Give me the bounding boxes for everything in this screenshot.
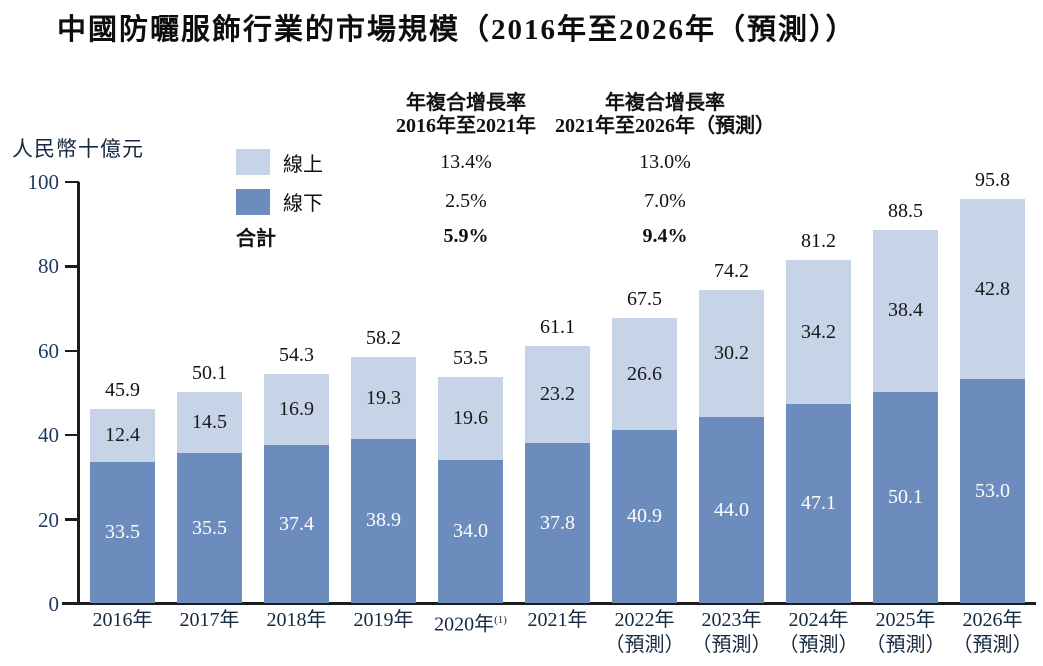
page-title: 中國防曬服飾行業的市場規模（2016年至2026年（預測））: [57, 14, 857, 46]
online-segment: 42.8: [960, 198, 1025, 380]
offline-segment: 37.4: [264, 445, 329, 603]
y-axis-unit-label: 人民幣十億元: [12, 137, 144, 161]
plot-area: 0 20 40 60 80 100 12.4 33.5 45.9 2016年 14.5 35.5 50.…: [28, 169, 1036, 656]
y-axis-tick-label: 40: [38, 423, 59, 448]
bar-2016年: 12.4 33.5: [90, 409, 155, 603]
x-axis-label: 2025年 （預測）: [865, 609, 946, 656]
y-axis-tick-label: 60: [38, 338, 59, 363]
offline-segment: 40.9: [612, 430, 677, 603]
online-segment: 19.3: [351, 357, 416, 439]
x-axis-label: 2016年: [92, 609, 153, 631]
bar-2025年: 38.4 50.1: [873, 229, 938, 603]
online-swatch-icon: [236, 149, 270, 175]
total-label: 88.5: [888, 199, 923, 222]
bar-2017年: 14.5 35.5: [177, 392, 242, 603]
online-segment: 19.6: [438, 376, 503, 460]
cagr-offline-2016-2021: 2.5%: [445, 190, 487, 212]
cagr-col2-header-line1: 年複合增長率: [605, 92, 725, 114]
total-label: 45.9: [105, 379, 140, 402]
legend-label-online: 線上: [283, 153, 323, 176]
cagr-total-2016-2021: 5.9%: [443, 225, 489, 247]
legend-item-offline: 線下: [236, 187, 390, 216]
x-axis-label: 2019年: [353, 609, 414, 631]
total-label: 81.2: [801, 229, 836, 252]
bar-2021年: 23.2 37.8: [525, 345, 590, 603]
online-segment: 12.4: [90, 409, 155, 462]
legend-item-online: 線上: [236, 148, 390, 177]
cagr-col1-header-line2: 2016年至2021年: [396, 115, 536, 137]
offline-segment: 35.5: [177, 453, 242, 603]
x-axis-line: [62, 602, 1036, 605]
offline-segment: 53.0: [960, 379, 1025, 603]
bar-2019年: 19.3 38.9: [351, 357, 416, 603]
footnote-marker: (1): [494, 614, 507, 626]
legend-label-total: 合計: [236, 228, 276, 250]
offline-swatch-icon: [236, 188, 270, 215]
y-axis-tick-label: 20: [38, 507, 59, 532]
offline-segment: 38.9: [351, 438, 416, 603]
y-axis-tick: [65, 433, 79, 437]
bar-2026年: 42.8 53.0: [960, 198, 1025, 603]
online-segment: 26.6: [612, 318, 677, 431]
y-axis-tick-label: 0: [48, 592, 60, 616]
y-axis-tick: [65, 265, 79, 268]
online-segment: 16.9: [264, 373, 329, 446]
legend-cagr-table: 年複合增長率 2016年至2021年 年複合增長率 2021年至2026年（預測…: [236, 92, 788, 252]
total-label: 58.2: [366, 327, 401, 350]
bar-2022年: 26.6 40.9: [612, 318, 677, 603]
total-label: 61.1: [540, 315, 575, 338]
cagr-online-2021-2026: 13.0%: [639, 150, 691, 173]
y-axis-tick-label: 80: [38, 254, 59, 279]
offline-segment: 50.1: [873, 391, 938, 603]
online-segment: 38.4: [873, 229, 938, 392]
cagr-offline-2021-2026: 7.0%: [644, 190, 686, 212]
x-axis-label: 2023年 （預測）: [691, 609, 772, 656]
cagr-col2-header: 年複合增長率 2021年至2026年（預測）: [542, 92, 788, 138]
bar-2024年: 34.2 47.1: [786, 259, 851, 603]
total-label: 95.8: [975, 168, 1010, 191]
x-axis-label: 2021年: [527, 609, 588, 631]
y-axis-tick: [65, 602, 79, 606]
online-segment: 14.5: [177, 392, 242, 454]
total-label: 74.2: [714, 259, 749, 282]
cagr-col2-header-line2: 2021年至2026年（預測）: [555, 115, 775, 137]
y-axis-tick: [65, 180, 79, 184]
cagr-col1-header: 年複合增長率 2016年至2021年: [390, 92, 542, 138]
bar-2023年: 30.2 44.0: [699, 289, 764, 603]
legend-label-offline: 線下: [283, 193, 323, 215]
offline-segment: 34.0: [438, 459, 503, 603]
x-axis-label: 2022年 （預測）: [604, 609, 685, 656]
total-label: 54.3: [279, 343, 314, 366]
y-axis-line: [77, 182, 80, 605]
x-axis-label: 2024年 （預測）: [778, 609, 859, 656]
total-label: 53.5: [453, 346, 488, 369]
online-segment: 23.2: [525, 345, 590, 444]
cagr-total-2021-2026: 9.4%: [642, 225, 688, 247]
offline-segment: 33.5: [90, 461, 155, 603]
cagr-col1-header-line1: 年複合增長率: [406, 92, 526, 114]
offline-segment: 44.0: [699, 417, 764, 603]
online-segment: 30.2: [699, 289, 764, 418]
offline-segment: 37.8: [525, 443, 590, 603]
x-axis-label: 2026年 （預測）: [952, 609, 1033, 656]
offline-segment: 47.1: [786, 404, 851, 603]
cagr-online-2016-2021: 13.4%: [440, 150, 492, 173]
x-axis-label: 2017年: [179, 609, 240, 631]
total-label: 50.1: [192, 362, 227, 384]
x-axis-label: 2018年: [266, 609, 327, 631]
y-axis-tick: [65, 518, 79, 521]
online-segment: 34.2: [786, 259, 851, 405]
bar-2018年: 16.9 37.4: [264, 373, 329, 603]
bar-2020年: 19.6 34.0: [438, 376, 503, 603]
total-label: 67.5: [627, 288, 662, 311]
x-axis-label: 2020年(1): [434, 613, 507, 636]
y-axis-tick: [65, 349, 79, 353]
y-axis-tick-label: 100: [27, 170, 60, 194]
